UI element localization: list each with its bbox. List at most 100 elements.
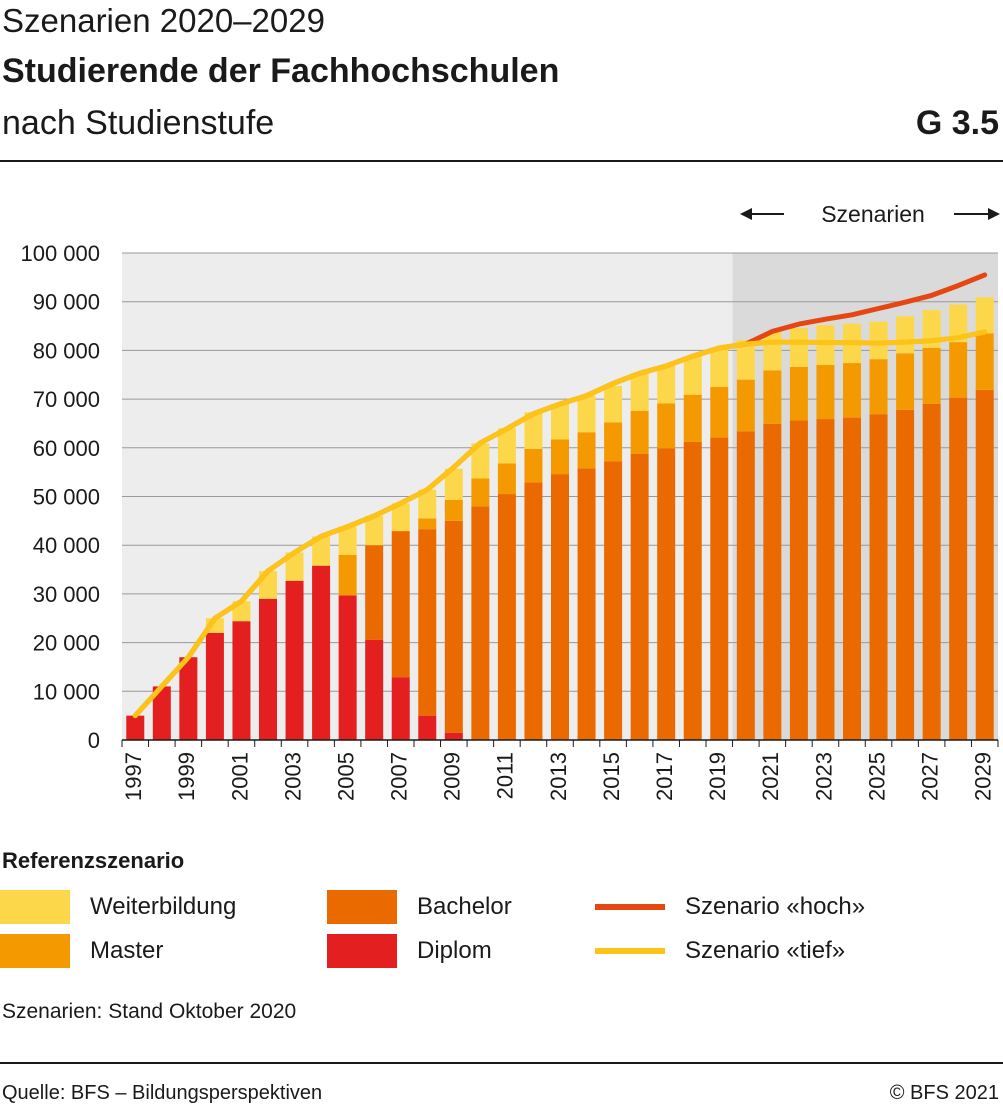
bar-weiterbildung	[949, 304, 968, 343]
bar-weiterbildung	[577, 395, 596, 433]
bar-master	[577, 432, 596, 469]
bar-weiterbildung	[683, 356, 702, 395]
bar-master	[497, 463, 516, 495]
y-tick-label: 20 000	[33, 631, 100, 656]
bars	[126, 297, 994, 740]
bar-master	[524, 448, 543, 483]
legend-label-tief: Szenario «tief»	[685, 937, 846, 964]
bar-weiterbildung	[444, 468, 463, 500]
bar-bachelor	[365, 545, 384, 640]
x-tick-label: 2009	[440, 752, 465, 801]
copyright-text: © BFS 2021	[889, 1082, 999, 1104]
bar-bachelor	[604, 461, 623, 740]
bar-master	[816, 365, 835, 420]
arrow-left-icon	[740, 208, 752, 220]
chart-subtitle: nach Studienstufe	[2, 104, 275, 142]
bar-bachelor	[710, 437, 729, 740]
legend-swatch-bachelor	[327, 890, 397, 924]
y-tick-label: 60 000	[33, 436, 100, 461]
legend-line-hoch	[595, 904, 665, 910]
scenario-lines	[132, 272, 988, 719]
bar-master	[444, 499, 463, 521]
chart-title: Studierende der Fachhochschulen	[2, 52, 560, 90]
x-tick-label: 2003	[280, 752, 305, 801]
x-tick-label: 2011	[493, 752, 518, 799]
legend-label-bachelor: Bachelor	[417, 893, 512, 920]
bar-master	[975, 333, 994, 390]
bar-diplom	[312, 565, 331, 740]
x-tick-label: 2025	[864, 752, 889, 801]
bar-bachelor	[391, 531, 410, 678]
y-tick-label: 30 000	[33, 582, 100, 607]
bar-bachelor	[471, 506, 490, 740]
bar-bachelor	[551, 474, 569, 740]
bar-diplom	[285, 580, 304, 740]
legend-swatch-diplom	[327, 934, 397, 968]
bar-weiterbildung	[869, 321, 888, 360]
x-tick-label: 2021	[758, 752, 783, 801]
bar-bachelor	[763, 423, 782, 740]
bar-weiterbildung	[896, 316, 915, 354]
bar-weiterbildung	[630, 373, 649, 411]
bar-diplom	[365, 639, 384, 740]
x-tick-label: 1999	[174, 752, 199, 801]
bar-master	[657, 403, 676, 449]
legend-label-master: Master	[90, 937, 164, 964]
bar-master	[736, 379, 755, 432]
legend-item-master: Master	[0, 934, 163, 968]
stacked-bar-chart: 0 10 000 20 000 30 000 40 000 50 000 60 000 70 …	[20, 201, 1000, 801]
chart-code: G 3.5	[915, 104, 999, 142]
legend-line-tief	[595, 948, 665, 954]
x-tick-label: 1997	[121, 752, 146, 801]
bar-bachelor	[975, 389, 994, 740]
chart-supertitle: Szenarien 2020–2029	[2, 2, 325, 39]
bar-weiterbildung	[524, 412, 543, 449]
x-tick-label: 2017	[652, 752, 677, 801]
bar-bachelor	[843, 417, 861, 740]
bottom-rule	[0, 1062, 1003, 1064]
bar-weiterbildung	[789, 327, 808, 367]
legend-label-diplom: Diplom	[417, 937, 492, 964]
legend-item-weiterbildung: Weiterbildung	[0, 890, 236, 924]
bar-weiterbildung	[975, 297, 994, 334]
bar-weiterbildung	[736, 340, 755, 380]
y-tick-label: 100 000	[20, 241, 100, 266]
bar-master	[843, 363, 861, 418]
bar-weiterbildung	[391, 503, 410, 532]
bar-diplom	[444, 732, 463, 740]
x-tick-label: 2007	[387, 752, 412, 801]
bar-bachelor	[816, 419, 835, 740]
bar-master	[789, 366, 808, 421]
bar-weiterbildung	[497, 428, 516, 464]
legend-item-hoch: Szenario «hoch»	[595, 890, 865, 924]
bar-weiterbildung	[657, 365, 676, 404]
top-rule	[0, 160, 1003, 162]
bar-master	[551, 439, 569, 475]
bar-weiterbildung	[418, 489, 437, 519]
bar-bachelor	[577, 468, 596, 740]
bar-master	[604, 422, 623, 462]
bar-bachelor	[949, 397, 968, 740]
bar-master	[949, 342, 968, 398]
bar-bachelor	[630, 453, 649, 740]
bar-master	[338, 554, 357, 596]
y-tick-label: 40 000	[33, 533, 100, 558]
bar-bachelor	[869, 414, 888, 740]
bar-diplom	[179, 657, 198, 740]
bar-diplom	[205, 632, 224, 740]
bar-bachelor	[683, 441, 702, 740]
bar-weiterbildung	[312, 536, 331, 566]
bar-bachelor	[418, 529, 437, 716]
bar-diplom	[418, 715, 437, 740]
y-tick-label: 50 000	[33, 485, 100, 510]
bar-diplom	[391, 677, 410, 740]
bar-master	[922, 347, 941, 404]
legend-label-weiterbildung: Weiterbildung	[90, 893, 237, 920]
bar-diplom	[338, 595, 357, 740]
bar-weiterbildung	[710, 347, 729, 387]
x-tick-label: 2029	[971, 752, 996, 801]
y-tick-label: 70 000	[33, 387, 100, 412]
arrow-right-icon	[988, 208, 1000, 220]
line-szenario-tief-top	[132, 329, 988, 719]
legend-swatch-master	[0, 934, 70, 968]
